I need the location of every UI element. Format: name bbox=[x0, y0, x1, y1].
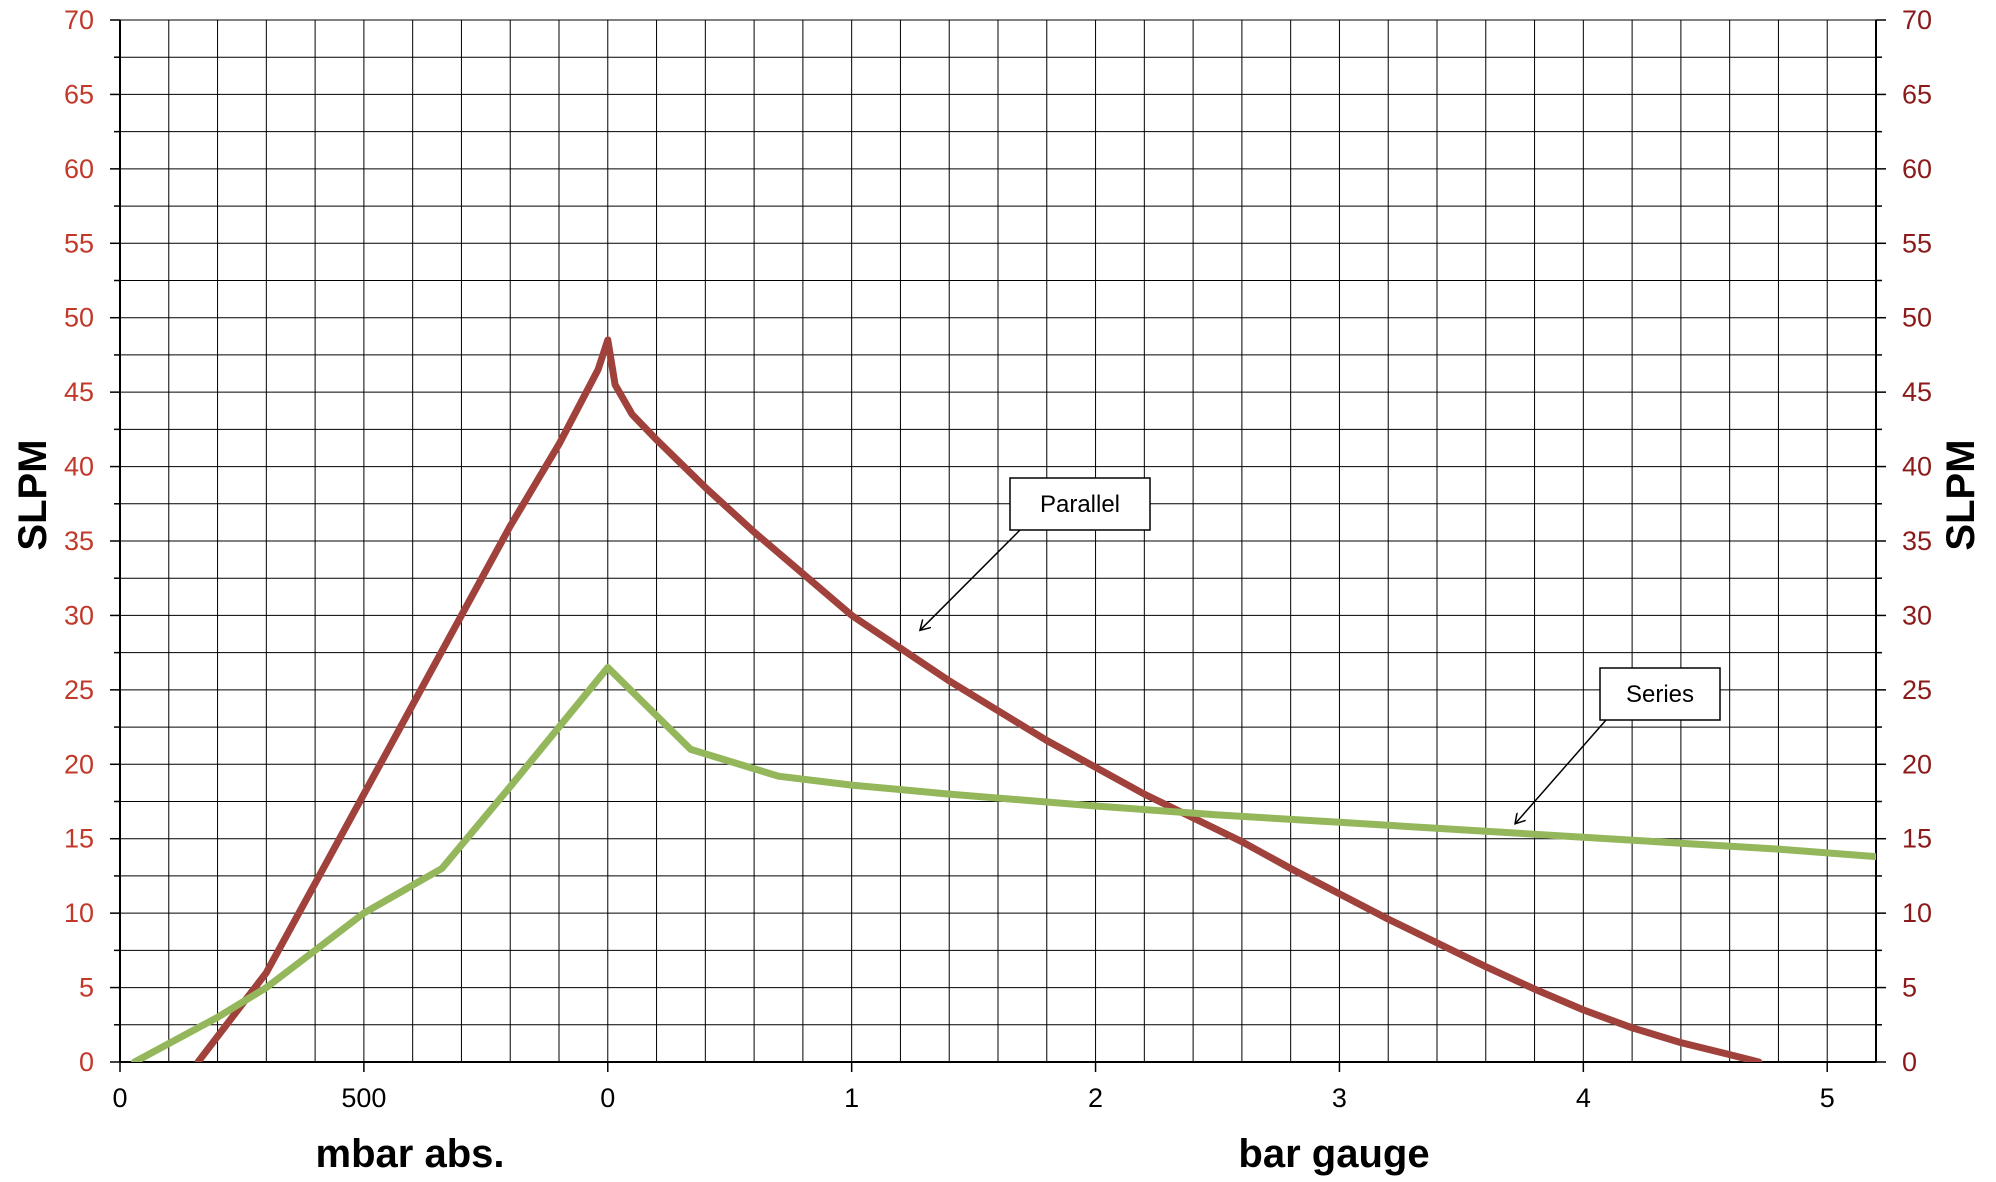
y-tick-label-right: 25 bbox=[1902, 675, 1932, 705]
annotation-label-parallel: Parallel bbox=[1040, 491, 1120, 518]
annotation-box-parallel bbox=[1009, 477, 1151, 531]
x-tick-label: 2 bbox=[1088, 1083, 1103, 1113]
y-tick-label-right: 15 bbox=[1902, 824, 1932, 854]
annotation-label-series: Series bbox=[1626, 681, 1694, 708]
y-tick-label-left: 60 bbox=[64, 154, 94, 184]
y-tick-label-left: 35 bbox=[64, 526, 94, 556]
y-tick-label-left: 70 bbox=[64, 5, 94, 35]
y-tick-label-left: 25 bbox=[64, 675, 94, 705]
y-tick-label-left: 55 bbox=[64, 228, 94, 258]
x-tick-label: 5 bbox=[1820, 1083, 1835, 1113]
y-axis-title-right: SLPM bbox=[1939, 439, 1983, 550]
x-tick-label: 4 bbox=[1576, 1083, 1591, 1113]
y-tick-label-right: 35 bbox=[1902, 526, 1932, 556]
series-line-series bbox=[131, 664, 1876, 1062]
y-tick-label-left: 45 bbox=[64, 377, 94, 407]
annotation-box-series bbox=[1599, 667, 1721, 721]
y-tick-label-left: 15 bbox=[64, 824, 94, 854]
y-tick-label-right: 40 bbox=[1902, 452, 1932, 482]
x-axis-title-right: bar gauge bbox=[1238, 1132, 1429, 1176]
y-tick-label-left: 5 bbox=[79, 973, 94, 1003]
y-tick-label-right: 20 bbox=[1902, 749, 1932, 779]
y-tick-label-right: 50 bbox=[1902, 303, 1932, 333]
series-line-parallel bbox=[194, 336, 1763, 1062]
y-tick-label-right: 10 bbox=[1902, 898, 1932, 928]
y-tick-label-right: 60 bbox=[1902, 154, 1932, 184]
y-tick-label-left: 0 bbox=[79, 1047, 94, 1077]
y-tick-label-right: 45 bbox=[1902, 377, 1932, 407]
y-tick-label-left: 40 bbox=[64, 452, 94, 482]
x-tick-label: 0 bbox=[600, 1083, 615, 1113]
y-tick-label-right: 30 bbox=[1902, 600, 1932, 630]
x-axis-title-left: mbar abs. bbox=[316, 1132, 505, 1176]
y-tick-label-right: 55 bbox=[1902, 228, 1932, 258]
y-tick-label-left: 20 bbox=[64, 749, 94, 779]
chart-series bbox=[131, 336, 1876, 1062]
y-tick-label-left: 50 bbox=[64, 303, 94, 333]
y-tick-label-left: 65 bbox=[64, 79, 94, 109]
x-tick-label: 0 bbox=[112, 1083, 127, 1113]
chart-annotations: Parallel Series bbox=[920, 477, 1721, 824]
y-tick-label-left: 30 bbox=[64, 600, 94, 630]
x-tick-label: 500 bbox=[341, 1083, 386, 1113]
x-tick-label: 3 bbox=[1332, 1083, 1347, 1113]
y-tick-label-right: 5 bbox=[1902, 973, 1917, 1003]
y-tick-label-right: 0 bbox=[1902, 1047, 1917, 1077]
y-tick-label-left: 10 bbox=[64, 898, 94, 928]
y-tick-label-right: 65 bbox=[1902, 79, 1932, 109]
annotation-arrow-parallel bbox=[920, 529, 1021, 630]
x-tick-label: 1 bbox=[844, 1083, 859, 1113]
y-tick-label-right: 70 bbox=[1902, 5, 1932, 35]
y-axis-title-left: SLPM bbox=[11, 439, 55, 550]
annotation-arrow-series bbox=[1515, 719, 1607, 824]
